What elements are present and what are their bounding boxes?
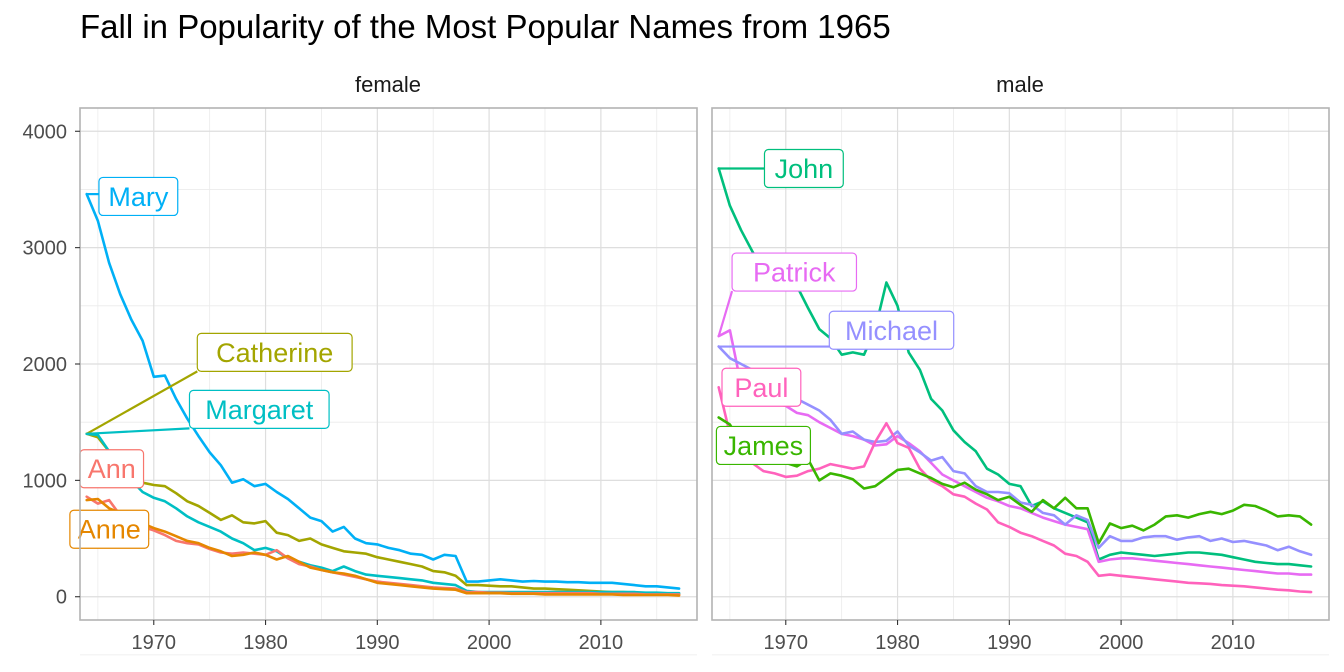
series-line-patrick	[717, 328, 1313, 576]
chart-title: Fall in Popularity of the Most Popular N…	[80, 8, 891, 45]
label-box-michael	[828, 310, 955, 350]
series-line-michael	[717, 345, 1313, 557]
series-lines	[717, 167, 1313, 594]
facet-strip-female: female	[355, 72, 421, 97]
y-tick-label: 3000	[23, 238, 68, 260]
y-tick-label: 1000	[23, 470, 68, 492]
facet-panel-male: John Patrick Michael Paul James 1970 1980 1990 2…	[711, 107, 1330, 656]
series-line-james	[717, 416, 1313, 545]
y-tick-label: 4000	[23, 121, 68, 143]
series-labels: Mary Catherine Margaret Ann Anne	[69, 176, 353, 549]
x-tick-label: 2010	[579, 632, 624, 654]
series-lines	[85, 192, 681, 597]
x-axis-female: 1970 1980 1990 2000 2010	[132, 620, 624, 654]
x-tick-label: 1990	[987, 632, 1032, 654]
series-line-john	[717, 167, 1313, 568]
series-line-paul	[717, 385, 1313, 594]
label-box-margaret	[188, 389, 330, 429]
label-leader-patrick	[717, 290, 734, 337]
label-box-paul	[721, 367, 802, 407]
gridlines	[712, 108, 1329, 656]
series-line-catherine	[85, 432, 681, 596]
series-label-john: John	[775, 154, 834, 184]
series-label-james: James	[724, 431, 804, 461]
label-box-anne	[69, 509, 150, 549]
panel-border	[711, 107, 1330, 621]
label-leader-catherine	[86, 370, 198, 435]
facet-strip-male: male	[996, 72, 1044, 97]
x-tick-label: 1980	[875, 632, 920, 654]
x-tick-label: 2010	[1211, 632, 1256, 654]
label-box-james	[715, 425, 812, 466]
x-tick-label: 2000	[467, 632, 512, 654]
series-label-michael: Michael	[845, 316, 938, 346]
label-box-catherine	[196, 332, 353, 372]
x-axis-male: 1970 1980 1990 2000 2010	[764, 620, 1256, 654]
label-box-john	[763, 148, 844, 189]
x-tick-label: 1980	[243, 632, 288, 654]
y-axis: 0 1000 2000 3000 4000	[23, 121, 80, 609]
series-label-margaret: Margaret	[205, 395, 314, 425]
x-tick-label: 1970	[764, 632, 809, 654]
y-tick-label: 0	[56, 587, 67, 609]
y-tick-label: 2000	[23, 354, 68, 376]
series-label-mary: Mary	[108, 182, 168, 212]
gridlines	[80, 108, 697, 656]
label-box-mary	[98, 176, 179, 217]
series-label-catherine: Catherine	[216, 338, 333, 368]
series-labels: John Patrick Michael Paul James	[715, 148, 955, 466]
x-tick-label: 2000	[1099, 632, 1144, 654]
x-tick-label: 1990	[355, 632, 400, 654]
series-label-paul: Paul	[734, 373, 788, 403]
facet-panel-female: Mary Catherine Margaret Ann Anne 1970 1980 1990…	[69, 107, 698, 656]
series-label-anne: Anne	[78, 515, 141, 545]
series-line-mary	[85, 192, 681, 590]
x-tick-label: 1970	[132, 632, 177, 654]
series-line-anne	[85, 497, 681, 597]
label-leader-margaret	[86, 427, 190, 435]
label-box-patrick	[731, 252, 858, 292]
facet-panels: Mary Catherine Margaret Ann Anne 1970 1980 1990…	[69, 107, 1330, 656]
series-label-patrick: Patrick	[753, 258, 836, 288]
series-label-ann: Ann	[88, 454, 136, 484]
